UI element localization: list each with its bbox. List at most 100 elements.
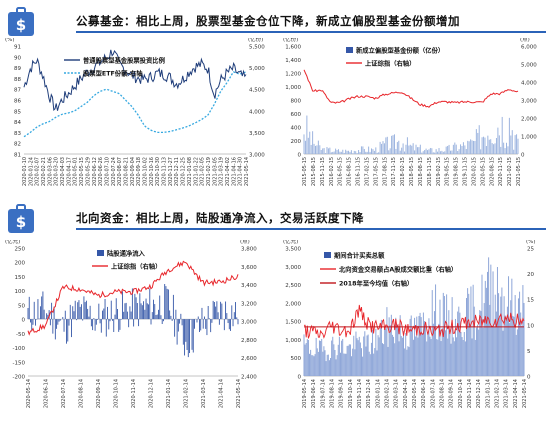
left-axis-tick-label: 200 (15, 261, 26, 267)
bar-turnover-total (417, 337, 419, 376)
bar-net-inflow (146, 303, 148, 320)
bar-turnover-total (372, 329, 374, 376)
x-axis-tick-label: 2015-08-15 (311, 157, 317, 186)
bar-turnover-total (380, 319, 382, 376)
x-axis-tick-label: 2020-10-02 (143, 157, 149, 186)
bar-new-fund-shares (381, 143, 383, 154)
x-axis-tick-label: 2020-08-15 (489, 157, 495, 186)
bar-net-inflow (43, 309, 45, 320)
bar-net-inflow (77, 302, 79, 320)
left-axis-tick-label: 90 (14, 55, 21, 61)
bar-net-inflow (206, 319, 208, 336)
left-axis-tick-label: 85 (14, 109, 21, 115)
chart-northbound-inflow: 250 200 150 100 50 0 -50 -100 -150 -200 3,800 3,600… (5, 240, 257, 408)
bar-new-fund-shares (411, 145, 413, 154)
x-axis-tick-label: 2020-05-15 (79, 157, 85, 186)
right-axis-tick-label: 3,000 (249, 153, 265, 159)
bar-turnover-total (374, 348, 376, 376)
section-header-funds: $ 公募基金：相比上周，股票型基金仓位下降，新成立偏股型基金份额增加 (0, 4, 550, 38)
bar-turnover-total (334, 350, 336, 376)
bar-net-inflow (38, 318, 40, 320)
bar-turnover-total (365, 346, 367, 376)
bar-net-inflow (33, 301, 35, 320)
bar-new-fund-shares (378, 152, 380, 154)
x-axis-tick-label: 2015-05-15 (302, 157, 308, 186)
bar-new-fund-shares (441, 150, 443, 154)
bar-turnover-total (461, 337, 463, 376)
bar-turnover-total (356, 338, 358, 376)
x-axis-tick-label: 2020-12-14 (149, 379, 155, 408)
left-axis-tick-label: 400 (291, 126, 302, 132)
bar-new-fund-shares (493, 144, 495, 154)
bar-net-inflow (98, 303, 100, 320)
bar-net-inflow (138, 319, 140, 327)
bar-turnover-total (353, 335, 355, 376)
bar-turnover-total (493, 326, 495, 376)
bar-new-fund-shares (425, 148, 427, 154)
x-axis-tick-label: 2019-05-15 (445, 157, 451, 186)
bar-net-inflow (130, 311, 132, 320)
bar-turnover-total (502, 330, 504, 376)
bar-net-inflow (220, 301, 222, 320)
bar-net-inflow (54, 319, 56, 340)
bar-turnover-total (322, 351, 324, 376)
bar-new-fund-shares (313, 143, 315, 154)
bar-new-fund-shares (491, 143, 493, 154)
bar-turnover-total (362, 356, 364, 376)
bar-net-inflow (64, 310, 66, 320)
bar-net-inflow (171, 319, 173, 321)
right-axis-tick-label: 4,000 (249, 109, 265, 115)
x-axis-tick-label: 2020-10-16 (149, 157, 155, 186)
bar-new-fund-shares (345, 149, 347, 154)
left-axis-tick-label: -200 (13, 375, 26, 381)
bar-turnover-total (383, 344, 385, 376)
bar-net-inflow (165, 286, 167, 320)
bar-turnover-total (348, 344, 350, 376)
bar-turnover-total (473, 306, 475, 376)
bar-net-inflow (185, 319, 187, 342)
bar-new-fund-shares (306, 115, 308, 154)
right-axis-tick-label: 0 (527, 375, 531, 381)
bar-new-fund-shares (503, 142, 505, 154)
bar-net-inflow (126, 311, 128, 320)
bar-new-fund-shares (451, 150, 453, 154)
bar-net-inflow (94, 319, 96, 331)
x-axis-tick-label: 2021-01-08 (187, 157, 193, 186)
bar-turnover-total (510, 300, 512, 376)
bar-net-inflow (181, 319, 183, 326)
bar-net-inflow (194, 319, 195, 329)
bar-new-fund-shares (432, 152, 434, 154)
bar-turnover-total (379, 327, 381, 376)
section-title: 北向资金：相比上周，陆股通净流入，交易活跃度下降 (76, 211, 364, 225)
bar-net-inflow (149, 288, 151, 320)
bar-new-fund-shares (353, 150, 355, 154)
bar-net-inflow (99, 319, 101, 324)
bar-net-inflow (174, 319, 176, 337)
bar-net-inflow (180, 313, 182, 320)
bar-net-inflow (82, 319, 84, 321)
bar-new-fund-shares (412, 143, 414, 154)
bar-turnover-total (398, 341, 400, 376)
bar-net-inflow (208, 318, 210, 320)
bar-net-inflow (107, 306, 108, 320)
bar-net-inflow (71, 319, 72, 338)
bar-turnover-total (448, 310, 450, 376)
x-axis-tick-label: 2020-03-20 (54, 157, 60, 186)
bar-new-fund-shares (404, 151, 406, 154)
bar-new-fund-shares (383, 143, 385, 154)
bar-turnover-total (492, 271, 494, 376)
bar-turnover-total (426, 341, 428, 376)
bar-turnover-total (327, 354, 329, 376)
bar-net-inflow (88, 316, 90, 320)
bar-net-inflow (154, 304, 156, 320)
left-axis-tick-label: -100 (13, 346, 26, 352)
bar-net-inflow (42, 291, 44, 320)
bar-net-inflow (186, 319, 188, 350)
legend-label: 北向资金交易额占A股成交额比重（右轴） (339, 265, 457, 274)
left-axis-tick-label: 50 (18, 303, 25, 309)
x-axis-tick-label: 2019-11-15 (463, 157, 469, 186)
bar-net-inflow (141, 305, 143, 320)
bar-turnover-total (430, 339, 432, 376)
bar-new-fund-shares (458, 149, 460, 154)
bar-net-inflow (212, 300, 214, 320)
